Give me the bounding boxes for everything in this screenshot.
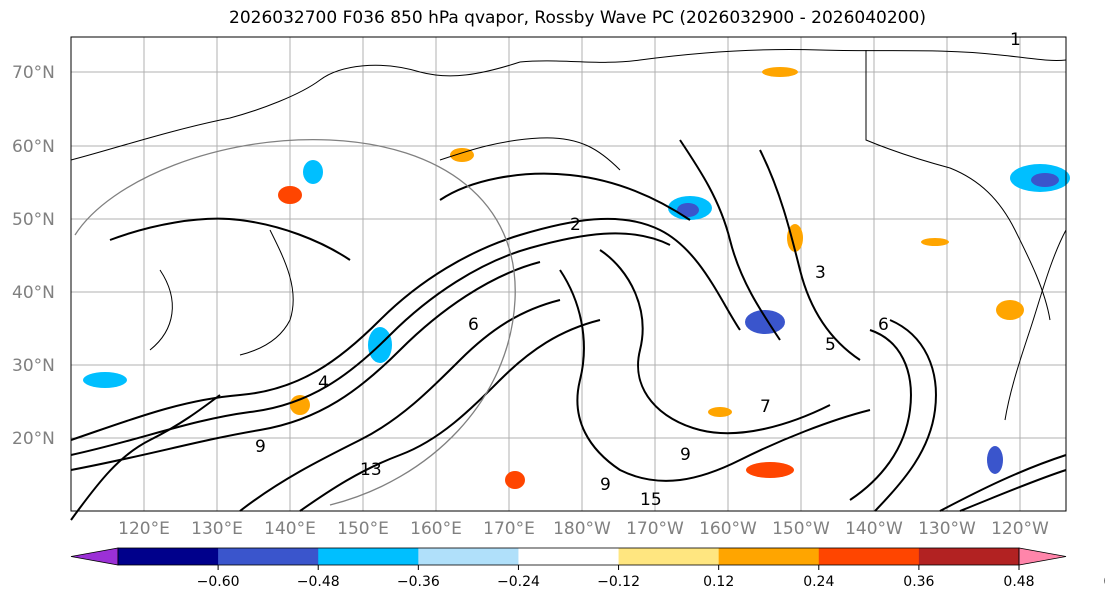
negative-anomaly-patch <box>987 446 1003 474</box>
lon-label: 140°W <box>845 519 903 539</box>
positive-anomaly-patch <box>505 471 525 489</box>
colorbar-segment <box>418 548 519 565</box>
colorbar-tick-label: 0.24 <box>803 574 834 590</box>
colorbar-tick-label: −0.60 <box>197 574 240 590</box>
lon-label: 140°E <box>264 519 316 539</box>
contour-label: 9 <box>600 475 611 495</box>
colorbar-tick-label: −0.12 <box>597 574 640 590</box>
contour-label: 1 <box>1010 30 1021 50</box>
colorbar-tick-label: 0.36 <box>903 574 934 590</box>
positive-anomaly-patch <box>996 300 1024 320</box>
lat-label: 30°N <box>12 356 55 376</box>
lon-label: 160°E <box>410 519 462 539</box>
colorbar-tick-label: 0.12 <box>703 574 734 590</box>
contour-label: 9 <box>680 445 691 465</box>
anomaly-patches <box>83 67 1070 489</box>
longitude-labels: 120°E 130°E 140°E 150°E 160°E 170°E 180°… <box>118 519 1049 539</box>
lon-label: 130°E <box>191 519 243 539</box>
lon-label: 180°W <box>553 519 611 539</box>
colorbar-segment <box>618 548 720 565</box>
map-background <box>71 37 1066 511</box>
colorbar-segment <box>218 548 319 565</box>
colorbar-outline <box>117 547 1020 566</box>
pc-contours <box>70 139 1067 521</box>
positive-anomaly-patch <box>290 395 310 415</box>
lat-label: 70°N <box>12 63 55 83</box>
contour-label: 13 <box>360 460 382 480</box>
colorbar-segment <box>318 548 419 565</box>
colorbar-extend-low <box>70 547 119 566</box>
lon-label: 170°W <box>626 519 684 539</box>
colorbar-extend-high <box>1018 547 1067 566</box>
colorbar-segment <box>818 548 920 565</box>
negative-anomaly-patch <box>1031 173 1059 187</box>
negative-anomaly-patch <box>83 372 127 388</box>
negative-anomaly-patch <box>745 310 785 334</box>
colorbar-tick-label: −0.24 <box>497 574 540 590</box>
positive-anomaly-patch <box>278 186 302 204</box>
coastlines <box>70 49 1067 421</box>
colorbar-segment <box>918 548 1020 565</box>
colorbar-tick-label: 0.48 <box>1003 574 1034 590</box>
lat-label: 20°N <box>12 429 55 449</box>
lat-label: 60°N <box>12 137 55 157</box>
lon-label: 150°W <box>772 519 830 539</box>
colorbar-segment <box>718 548 820 565</box>
lat-label: 40°N <box>12 283 55 303</box>
contour-labels: 4 9 13 15 1 2 3 5 6 7 9 9 6 <box>255 30 1021 510</box>
lon-label: 120°E <box>118 519 170 539</box>
lat-label: 50°N <box>12 210 55 230</box>
map-frame <box>70 36 1067 512</box>
great-circle-arc <box>74 138 516 506</box>
latitude-labels: 70°N 60°N 50°N 40°N 30°N 20°N <box>12 63 55 449</box>
contour-label: 5 <box>825 335 836 355</box>
lon-label: 170°E <box>483 519 535 539</box>
contour-label: 6 <box>878 315 889 335</box>
positive-anomaly-patch <box>921 238 949 246</box>
contour-label: 9 <box>255 437 266 457</box>
colorbar-tick-label: 0.60 <box>1104 574 1105 590</box>
positive-anomaly-patch <box>787 224 803 252</box>
colorbar-segment <box>118 548 219 565</box>
negative-anomaly-patch <box>303 160 323 184</box>
contour-label: 7 <box>760 397 771 417</box>
contour-label: 2 <box>570 215 581 235</box>
positive-anomaly-patch <box>762 67 798 77</box>
lon-label: 130°W <box>918 519 976 539</box>
colorbar-segment <box>518 548 620 565</box>
map-title: 2026032700 F036 850 hPa qvapor, Rossby W… <box>229 8 926 28</box>
colorbar-tick-label: −0.36 <box>397 574 440 590</box>
colorbar-tick-label: −0.48 <box>297 574 340 590</box>
colorbar: −0.60 −0.48 −0.36 −0.24 −0.12 0.12 0.24 0.36 0.4… <box>70 547 1105 590</box>
positive-anomaly-patch <box>708 407 732 417</box>
contour-label: 4 <box>318 373 329 393</box>
contour-label: 6 <box>468 315 479 335</box>
lon-label: 120°W <box>991 519 1049 539</box>
contour-label: 3 <box>815 263 826 283</box>
lon-label: 150°E <box>337 519 389 539</box>
negative-anomaly-patch <box>677 203 699 217</box>
positive-anomaly-patch <box>746 462 794 478</box>
contour-label: 15 <box>640 490 662 510</box>
lon-label: 160°W <box>699 519 757 539</box>
